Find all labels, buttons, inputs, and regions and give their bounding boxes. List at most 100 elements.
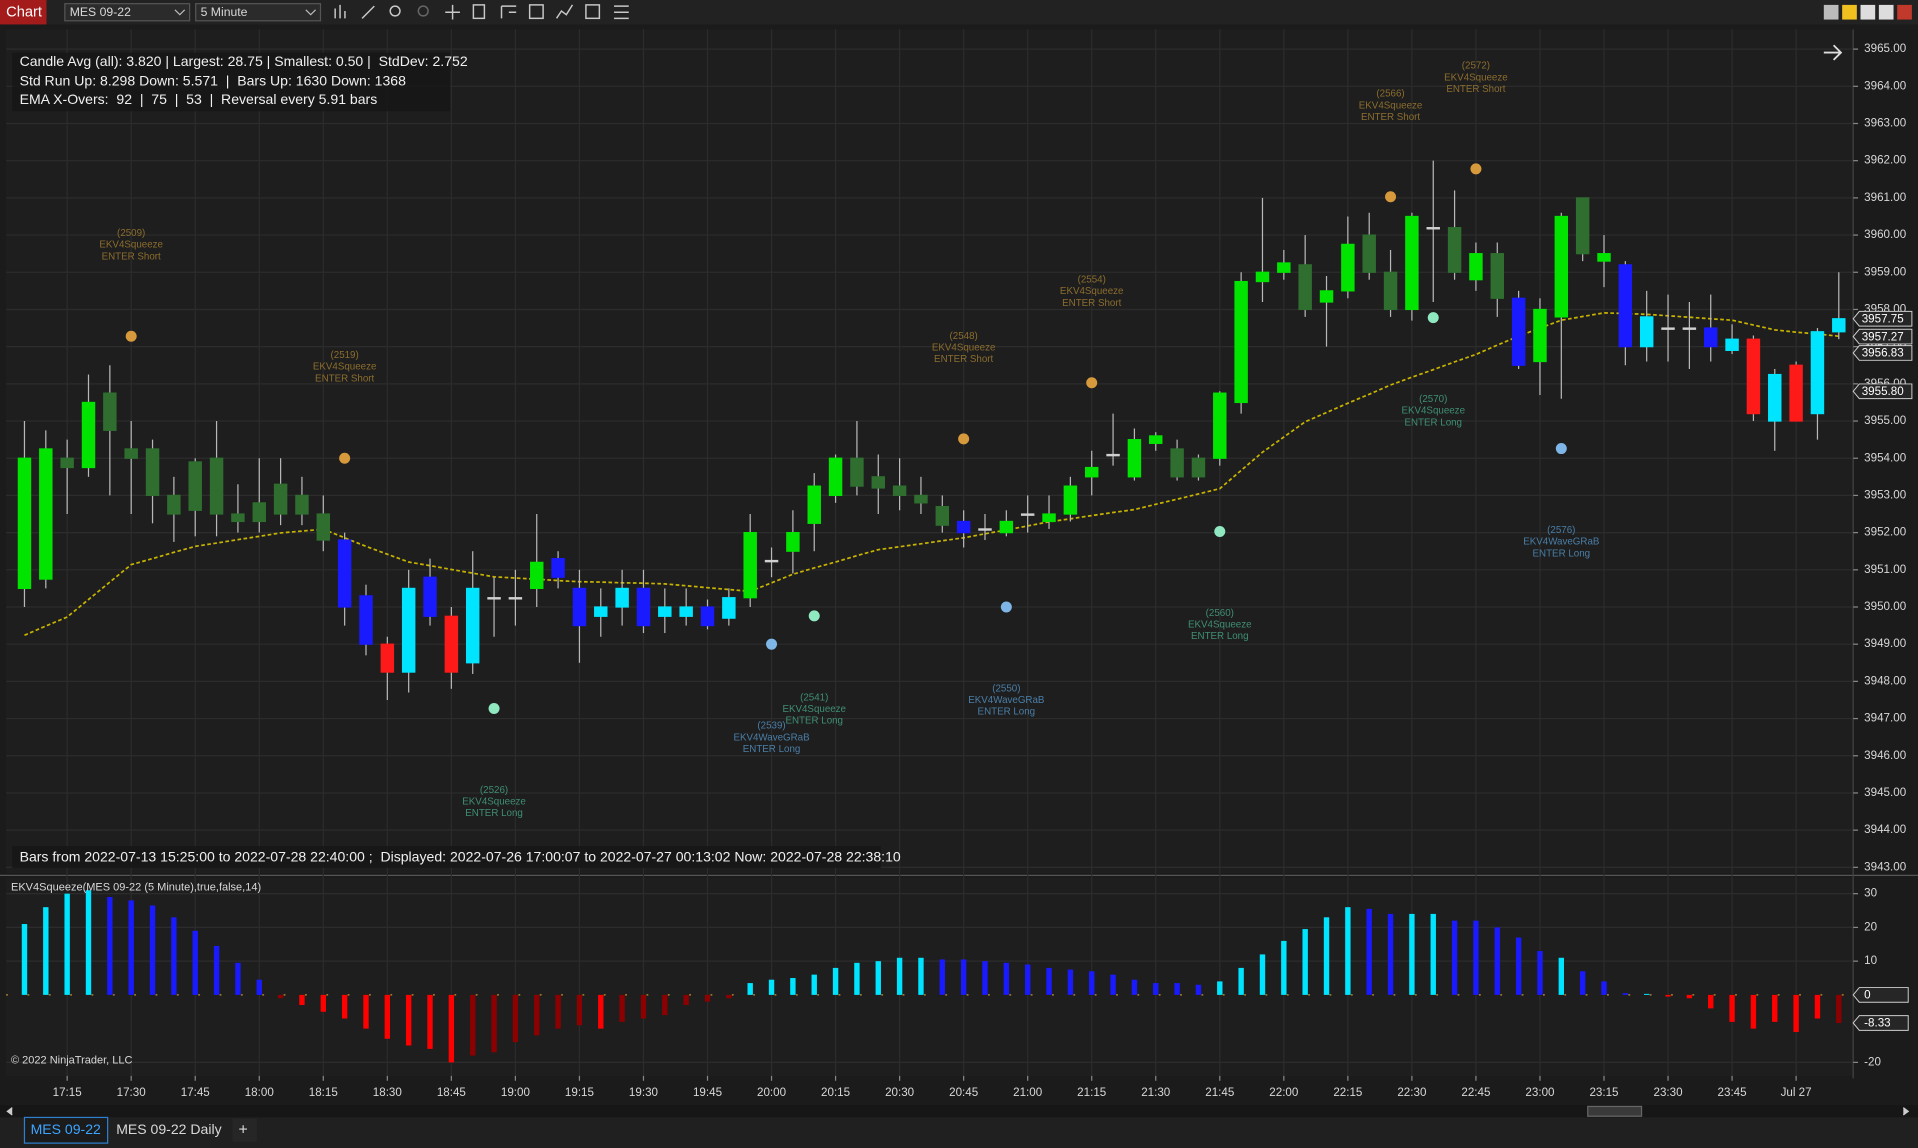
signal-label: ENTER Short <box>315 373 374 384</box>
signal-dot <box>488 703 500 715</box>
icon-menu[interactable] <box>614 5 629 20</box>
candle-body <box>914 494 928 504</box>
candle-body <box>1213 392 1227 459</box>
signal-label: (2576) <box>1547 525 1575 536</box>
icon-draw[interactable] <box>361 5 375 19</box>
interval-label[interactable]: 5 Minute <box>201 5 248 19</box>
candle-body <box>465 587 480 664</box>
signal-label: (2519) <box>331 350 359 361</box>
icon-templates[interactable] <box>500 5 517 19</box>
indicator-title: EKV4Squeeze(MES 09-22 (5 Minute),true,fa… <box>11 881 261 893</box>
candle-body <box>1127 439 1142 478</box>
scroll-buttons[interactable] <box>6 1107 1910 1116</box>
candle-body <box>594 606 608 617</box>
interval-dropdown[interactable] <box>195 3 322 22</box>
price-marker <box>1852 383 1913 400</box>
icon-indicators[interactable] <box>528 4 544 20</box>
histogram-bar <box>1046 967 1052 995</box>
histogram-bar <box>896 957 903 995</box>
candle-body <box>1832 318 1846 333</box>
candle-body <box>337 539 352 608</box>
histogram-bar <box>875 961 881 995</box>
histogram-bar <box>363 994 369 1029</box>
instrument-label[interactable]: MES 09-22 <box>70 5 131 19</box>
maximize-button[interactable] <box>1878 4 1894 20</box>
signal-label: (2566) <box>1376 89 1404 100</box>
window-button[interactable] <box>1842 4 1857 20</box>
candle-body <box>1789 364 1803 422</box>
tab-label[interactable]: MES 09-22 Daily <box>116 1121 221 1137</box>
instrument-dropdown[interactable] <box>64 3 191 22</box>
candle-body <box>1106 453 1120 457</box>
histogram-bar <box>256 979 262 995</box>
histogram-bar <box>405 994 412 1046</box>
candle-body <box>892 485 907 497</box>
stats-box <box>12 52 451 112</box>
histogram-bar <box>1729 994 1735 1022</box>
tab-add-label[interactable]: + <box>239 1121 248 1138</box>
candle-body <box>743 531 757 599</box>
histogram-bar <box>1601 981 1607 995</box>
icon-zoom-out[interactable] <box>417 5 429 17</box>
tab-label[interactable]: MES 09-22 <box>31 1121 101 1137</box>
stats-line: Candle Avg (all): 3.820 | Largest: 28.75… <box>20 53 468 69</box>
chart-tab-label[interactable]: Chart <box>6 5 42 21</box>
candle-body <box>636 587 651 627</box>
y-tick-label: 3943.00 <box>1864 860 1906 873</box>
histogram-bar <box>1174 983 1180 995</box>
histogram-bar <box>790 978 796 995</box>
value-marker <box>1852 987 1909 1003</box>
candle-body <box>978 528 992 531</box>
candle-body <box>1639 316 1654 348</box>
minimize-button[interactable] <box>1860 4 1876 20</box>
candle-body <box>786 531 800 552</box>
scroll-arrow[interactable] <box>1823 44 1843 61</box>
signal-label: EKV4WaveGRaB <box>733 732 809 743</box>
icon-properties[interactable] <box>472 4 486 20</box>
icon-strategies[interactable] <box>555 4 574 19</box>
histogram-bar <box>43 907 49 995</box>
x-tick-label: 18:15 <box>309 1086 338 1099</box>
histogram-bar <box>470 994 476 1056</box>
histogram-bar <box>534 994 540 1036</box>
signal-dot <box>1000 601 1012 613</box>
icon-zoom-in[interactable] <box>389 5 401 17</box>
y-tick-label: -20 <box>1864 1055 1881 1068</box>
signal-label: (2560) <box>1206 608 1234 619</box>
y-tick-label: 3944.00 <box>1864 823 1906 836</box>
signal-label: (2554) <box>1078 275 1106 286</box>
chart-tab[interactable] <box>0 0 47 25</box>
histogram-bar <box>1323 917 1330 995</box>
candle-body <box>444 615 459 673</box>
icon-snapshot[interactable] <box>585 4 601 20</box>
toolbar-icons[interactable] <box>334 4 629 20</box>
signal-label: EKV4WaveGRaB <box>1523 537 1599 548</box>
scrollbar-thumb[interactable] <box>1587 1105 1643 1117</box>
x-tick-label: 21:30 <box>1141 1086 1170 1099</box>
y-tick-label: 10 <box>1864 954 1877 967</box>
close-button[interactable] <box>1897 4 1912 20</box>
signal-dot <box>1385 191 1397 203</box>
candle-body <box>1469 253 1483 281</box>
window-button[interactable] <box>1823 4 1839 20</box>
candle-body <box>1042 513 1056 523</box>
candle-body <box>17 457 32 590</box>
tab-active[interactable] <box>23 1116 109 1144</box>
histogram-bar <box>1579 971 1586 995</box>
histogram-bar <box>1003 962 1010 995</box>
icon-bars[interactable] <box>334 4 346 19</box>
scrollbar[interactable] <box>0 1105 1918 1118</box>
candle-body <box>1426 227 1440 230</box>
candle-body <box>1341 243 1355 292</box>
x-tick-label: 19:30 <box>629 1086 658 1099</box>
x-tick-label: 18:00 <box>245 1086 274 1099</box>
candle-body <box>1383 271 1398 311</box>
tab-add[interactable] <box>232 1118 257 1142</box>
histogram-bar <box>341 994 348 1019</box>
histogram-bar <box>1494 927 1500 995</box>
candle-body <box>764 559 779 563</box>
histogram-bar <box>1558 957 1565 995</box>
icon-crosshair[interactable] <box>445 4 460 20</box>
x-tick-label: 20:00 <box>757 1086 786 1099</box>
candle-body <box>273 483 288 515</box>
